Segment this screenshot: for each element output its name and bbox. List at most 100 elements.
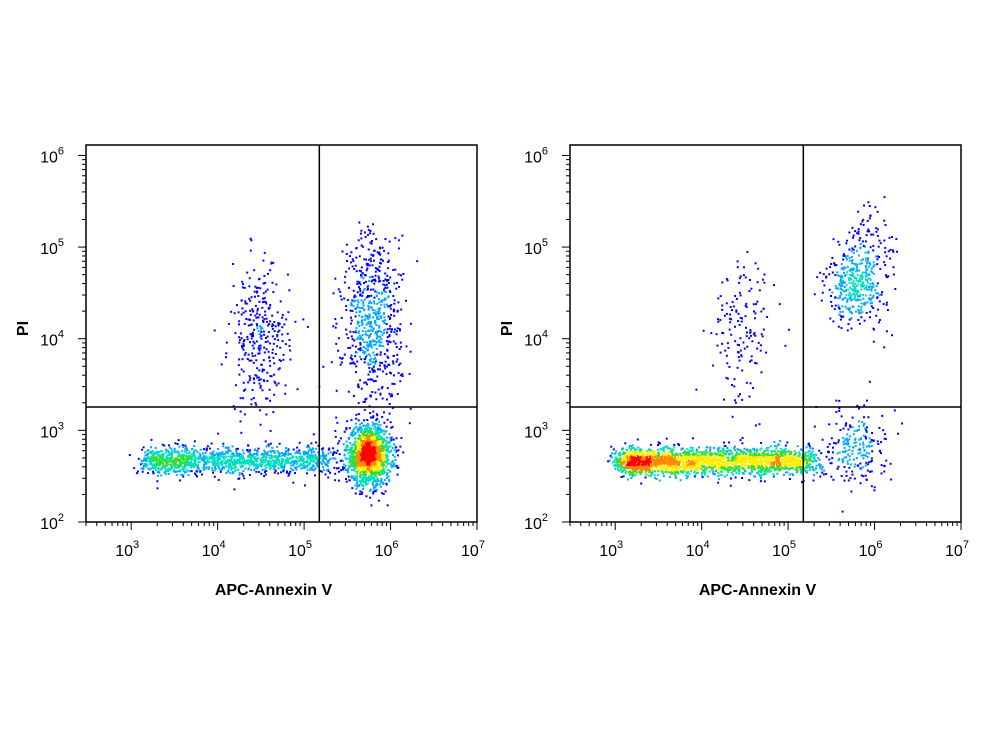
event-dot [372,477,375,480]
event-dot [383,316,386,319]
event-dot [236,304,238,307]
event-dot [191,455,194,458]
event-dot [357,460,360,463]
event-dot [360,465,363,468]
event-dot [352,442,355,445]
event-dot [655,478,658,480]
event-dot [747,461,750,464]
event-dot [163,444,166,447]
event-dot [244,388,247,391]
event-dot [362,464,365,467]
event-dot [306,457,309,460]
event-dot [358,447,361,450]
event-dot [355,371,357,374]
event-dot [206,460,209,463]
event-dot [167,451,170,454]
event-dot [368,321,371,324]
event-dot [208,457,211,460]
event-dot [168,444,170,447]
event-dot [262,330,265,333]
event-dot [190,456,192,458]
event-dot [374,343,377,346]
event-dot [368,258,371,261]
event-dot [159,455,162,457]
event-dot [158,450,160,453]
event-dot [312,465,315,468]
event-dot [268,323,271,325]
event-dot [667,468,670,471]
event-dot [375,294,378,297]
event-dot [239,410,242,413]
event-dot [365,269,368,272]
event-dot [258,352,261,355]
event-dot [378,312,381,315]
event-dot [201,473,203,476]
event-dot [369,340,371,343]
event-dot [199,470,202,473]
event-dot [373,302,376,305]
event-dot [370,427,373,430]
event-dot [648,452,651,455]
event-dot [233,312,236,315]
event-dot [378,270,381,273]
event-dot [261,452,264,455]
event-dot [338,453,341,456]
event-dot [376,318,379,321]
event-dot [315,441,318,444]
event-dot [345,427,348,429]
event-dot [373,423,376,426]
event-dot [144,457,147,460]
event-dot [254,467,257,470]
event-dot [734,449,736,452]
event-dot [388,334,391,337]
event-dot [314,457,317,460]
event-dot [238,341,241,344]
event-dot [193,458,196,461]
event-dot [378,301,381,304]
event-dot [356,443,359,446]
event-dot [364,330,367,333]
event-dot [292,464,295,467]
event-dot [304,450,307,453]
event-dot [221,467,223,470]
event-dot [374,435,377,438]
event-dot [276,335,279,338]
event-dot [217,432,220,435]
event-dot [374,452,377,455]
event-dot [308,454,311,457]
event-dot [292,481,295,484]
event-dot [317,465,319,468]
event-dot [270,454,273,457]
event-dot [360,436,363,439]
event-dot [263,449,266,452]
event-dot [385,436,388,439]
event-dot [346,260,348,262]
event-dot [306,468,309,471]
event-dot [203,454,206,457]
event-dot [722,452,724,455]
event-dot [645,453,648,456]
event-dot [375,413,378,416]
event-dot [152,470,155,473]
event-dot [393,443,396,446]
event-dot [352,458,355,461]
event-dot [755,471,758,474]
event-dot [193,472,196,475]
event-dot [726,469,729,472]
event-dot [161,465,164,468]
event-dot [361,451,364,453]
event-dot [357,413,360,415]
event-dot [276,311,279,314]
event-dot [362,424,365,427]
event-dot [362,488,365,490]
event-dot [379,351,382,354]
event-dot [238,459,241,462]
event-dot [362,346,365,349]
event-dot [370,416,372,419]
event-dot [377,318,380,321]
event-dot [764,453,767,456]
event-dot [264,464,267,467]
event-dot [260,472,263,475]
x-tick-label: 107 [461,539,485,560]
event-dot [255,403,258,406]
